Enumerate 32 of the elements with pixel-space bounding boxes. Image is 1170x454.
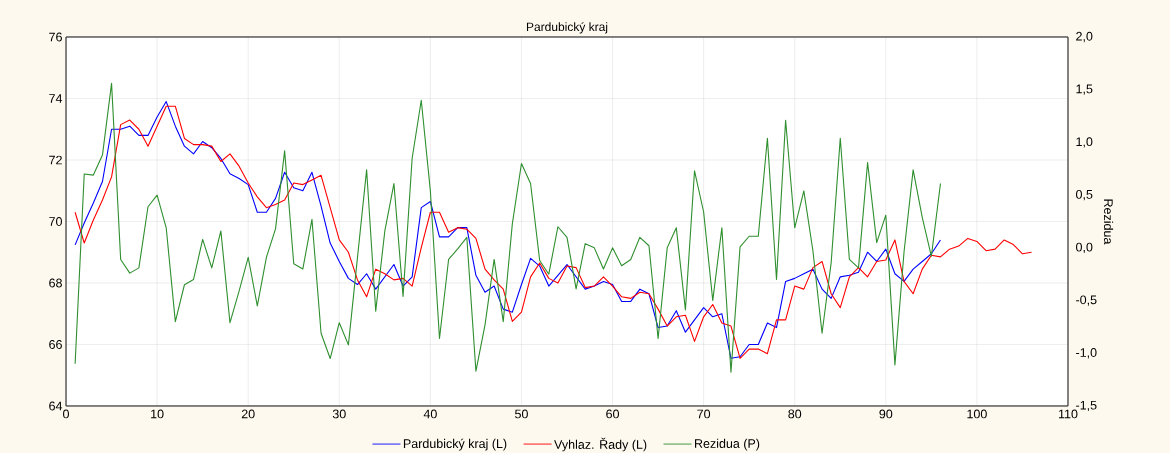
chart-title: Pardubický kraj <box>526 22 608 34</box>
legend-label: Rezidua (P) <box>695 438 760 451</box>
y2-tick-label: 2,0 <box>1076 31 1093 43</box>
x-tick-label: 90 <box>879 409 893 419</box>
x-tick-label: 100 <box>967 409 987 419</box>
y-tick-label: 70 <box>49 216 62 226</box>
x-tick-label: 30 <box>332 409 346 419</box>
y-tick-label: 76 <box>49 32 62 42</box>
y-tick-label: 64 <box>49 401 63 411</box>
y2-axis-title: Rezidua <box>1103 199 1114 245</box>
y2-tick-label: -1,5 <box>1076 400 1097 411</box>
x-tick-label: 80 <box>788 409 802 419</box>
y-tick-label: 66 <box>49 339 62 349</box>
x-tick-label: 70 <box>697 409 711 419</box>
x-tick-label: 40 <box>423 409 437 419</box>
x-tick-label: 110 <box>1058 409 1078 419</box>
y2-tick-label: 1,5 <box>1076 84 1093 95</box>
x-tick-label: 20 <box>241 409 255 419</box>
x-tick-label: 0 <box>63 409 69 419</box>
y2-tick-label: 0,0 <box>1076 242 1093 253</box>
y-tick-label: 68 <box>49 278 62 288</box>
x-tick-label: 50 <box>515 409 528 419</box>
y-tick-label: 72 <box>49 155 62 165</box>
y2-tick-label: -1,0 <box>1076 347 1097 359</box>
legend-label: Vyhlaz. Řady (L) <box>554 437 647 452</box>
y2-tick-label: 0,5 <box>1076 189 1093 201</box>
y2-tick-label: -0,5 <box>1076 295 1097 306</box>
x-tick-label: 10 <box>151 409 164 419</box>
y-tick-label: 74 <box>49 94 63 103</box>
y2-tick-label: 1,0 <box>1076 137 1093 148</box>
legend-label: Pardubický kraj (L) <box>403 438 507 451</box>
x-tick-label: 60 <box>606 409 620 419</box>
